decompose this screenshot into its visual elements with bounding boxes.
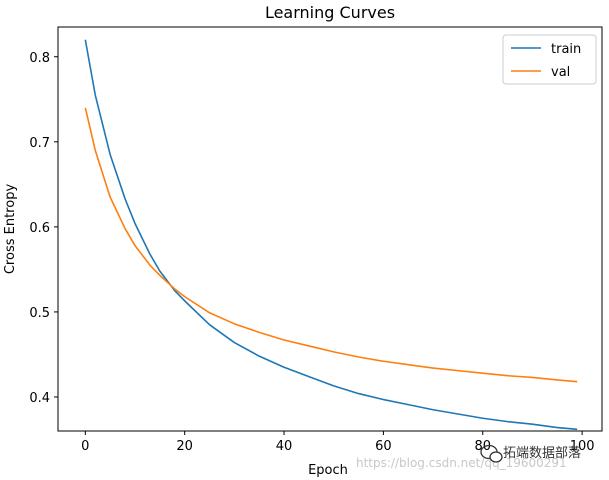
wechat-icon xyxy=(480,444,503,463)
y-tick-label: 0.7 xyxy=(29,136,50,151)
x-tick-label: 40 xyxy=(276,439,293,454)
wechat-bubble-small xyxy=(489,451,503,463)
legend: train val xyxy=(502,34,597,85)
x-tick-label: 100 xyxy=(570,439,595,454)
x-tick-label: 60 xyxy=(375,439,392,454)
y-tick-label: 0.4 xyxy=(29,391,50,406)
legend-label-val: val xyxy=(551,65,570,80)
x-axis-label: Epoch xyxy=(308,463,348,478)
y-tick-label: 0.5 xyxy=(29,306,50,321)
series-line-val xyxy=(84,107,578,383)
x-tick-label: 0 xyxy=(81,439,89,454)
legend-label-train: train xyxy=(551,42,581,57)
series-line-train xyxy=(84,39,578,431)
axes-layer: 0 20 40 60 80 100 0.4 0.5 0.6 0.7 0.8 xyxy=(29,26,603,454)
watermark-text: 拓端数据部落 xyxy=(503,446,581,461)
watermark-url: https://blog.csdn.net/qq_19600291 xyxy=(356,456,567,470)
series-layer xyxy=(84,39,578,431)
x-tick-label: 20 xyxy=(176,439,193,454)
x-tick-label: 80 xyxy=(474,439,491,454)
y-axis-label: Cross Entropy xyxy=(3,184,18,275)
chart-title: Learning Curves xyxy=(265,3,395,22)
plot-frame xyxy=(57,26,603,432)
legend-box xyxy=(502,34,597,85)
watermark: https://blog.csdn.net/qq_19600291 拓端数据部落 xyxy=(356,444,581,470)
y-tick-label: 0.6 xyxy=(29,221,50,236)
y-tick-label: 0.8 xyxy=(29,51,50,66)
